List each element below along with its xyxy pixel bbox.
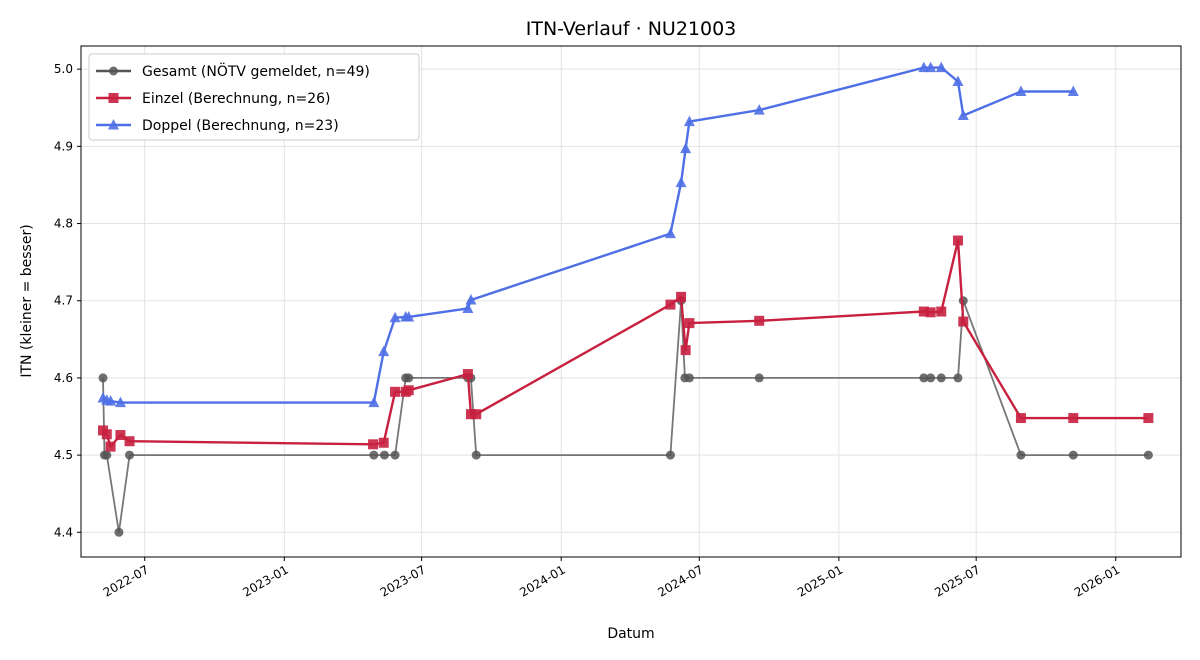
data-point-einzel [918, 306, 929, 317]
data-point-gesamt [102, 450, 112, 460]
data-point-gesamt [1068, 450, 1078, 460]
data-point-einzel [368, 439, 379, 450]
legend-item-gesamt: Gesamt (NÖTV gemeldet, n=49) [96, 62, 370, 80]
y-tick-label: 4.9 [54, 139, 73, 153]
series-doppel [97, 61, 1079, 408]
data-point-doppel [753, 104, 765, 115]
data-point-doppel [389, 311, 401, 323]
data-point-doppel [368, 396, 380, 408]
legend-box [88, 53, 420, 141]
data-point-einzel [390, 386, 401, 397]
data-point-gesamt [125, 450, 135, 460]
data-point-gesamt [684, 373, 694, 383]
data-point-gesamt [404, 373, 414, 383]
data-point-gesamt [1143, 450, 1153, 460]
data-point-doppel [1067, 85, 1079, 97]
data-point-doppel [952, 75, 964, 87]
legend-label: Gesamt (NÖTV gemeldet, n=49) [142, 62, 370, 80]
y-axis-label: ITN (kleiner = besser) [19, 224, 35, 377]
data-point-einzel [1143, 413, 1154, 424]
data-point-einzel [676, 291, 687, 302]
data-point-doppel [664, 227, 676, 239]
data-point-gesamt [471, 450, 481, 460]
data-point-einzel [378, 437, 389, 448]
data-point-einzel [403, 385, 414, 396]
series-line-einzel [102, 239, 1149, 448]
chart-title: ITN-Verlauf · NU21003 [526, 18, 737, 40]
legend-marker [108, 93, 119, 103]
data-point-doppel [378, 345, 390, 357]
y-tick-label: 4.6 [54, 371, 73, 385]
plot-frame [80, 45, 1182, 558]
data-point-gesamt [1016, 450, 1026, 460]
data-point-einzel [925, 307, 936, 318]
data-point-doppel [462, 302, 474, 313]
data-point-einzel [465, 409, 476, 420]
data-point-doppel [465, 293, 477, 305]
y-tick-label: 5.0 [54, 62, 73, 76]
data-point-gesamt [114, 527, 124, 537]
legend-marker [109, 66, 118, 76]
data-point-einzel [936, 306, 947, 317]
data-point-einzel [754, 315, 765, 326]
y-tick-label: 4.8 [54, 217, 73, 231]
legend-label: Einzel (Berechnung, n=26) [142, 91, 331, 107]
data-point-einzel [462, 369, 473, 380]
data-point-gesamt [936, 373, 946, 383]
data-point-doppel [105, 395, 117, 406]
x-axis-label: Datum [607, 626, 654, 642]
data-point-einzel [680, 345, 691, 356]
data-point-doppel [935, 61, 947, 73]
data-point-einzel [665, 299, 676, 310]
data-point-gesamt [754, 373, 764, 383]
data-point-doppel [1015, 85, 1027, 97]
data-point-doppel [675, 176, 687, 188]
y-tick-label: 4.4 [54, 525, 73, 539]
data-point-doppel [957, 109, 969, 120]
data-point-doppel [680, 142, 692, 154]
data-point-einzel [105, 441, 116, 452]
legend: Gesamt (NÖTV gemeldet, n=49) Einzel (Bere… [88, 53, 420, 141]
data-point-einzel [1015, 413, 1026, 424]
data-point-gesamt [379, 450, 389, 460]
data-point-gesamt [369, 450, 379, 460]
data-point-gesamt [390, 450, 400, 460]
data-point-einzel [958, 316, 969, 327]
data-point-doppel [403, 310, 415, 322]
data-point-doppel [114, 396, 126, 408]
data-point-einzel [471, 409, 482, 420]
y-tick-label: 4.7 [54, 294, 73, 308]
data-point-einzel [952, 235, 963, 246]
legend-label: Doppel (Berechnung, n=23) [142, 118, 339, 134]
legend-item-doppel: Doppel (Berechnung, n=23) [96, 118, 339, 134]
data-point-gesamt [98, 373, 108, 383]
data-point-gesamt [665, 450, 675, 460]
data-point-einzel [101, 429, 112, 440]
y-tick-label: 4.5 [54, 448, 73, 462]
data-point-gesamt [919, 373, 929, 383]
series-einzel [98, 235, 1154, 452]
legend-item-einzel: Einzel (Berechnung, n=26) [96, 91, 331, 107]
data-point-gesamt [926, 373, 936, 383]
data-point-gesamt [953, 373, 963, 383]
plot-series [97, 61, 1154, 537]
data-point-doppel [683, 115, 695, 127]
data-point-doppel [925, 61, 937, 73]
data-point-einzel [124, 436, 135, 447]
legend-marker [108, 119, 119, 130]
data-point-einzel [115, 430, 126, 441]
data-point-einzel [1068, 413, 1079, 424]
data-point-einzel [684, 318, 695, 329]
